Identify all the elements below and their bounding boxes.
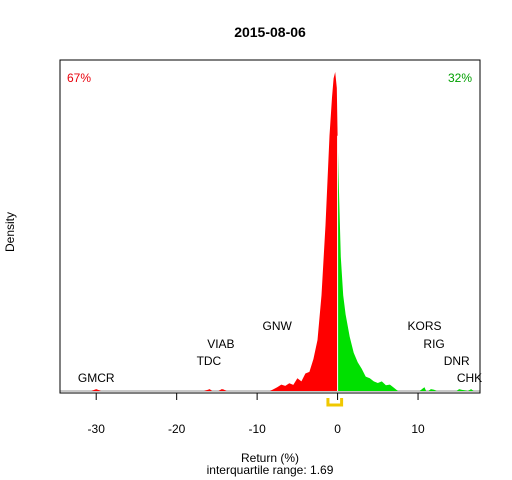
x-axis-label: Return (%) xyxy=(241,451,299,465)
positive-returns-area xyxy=(337,135,474,391)
iqr-bracket xyxy=(326,398,344,407)
iqr-subtitle: interquartile range: 1.69 xyxy=(207,463,334,477)
x-tick-label: 0 xyxy=(334,422,341,436)
annotation-label: TDC xyxy=(197,354,222,368)
x-tick-label: -20 xyxy=(168,422,186,436)
x-tick-label: -10 xyxy=(248,422,266,436)
negative-share-label: 67% xyxy=(67,71,91,85)
x-tick-label: -30 xyxy=(88,422,106,436)
x-tick-label: 10 xyxy=(411,422,425,436)
density-area-group xyxy=(60,72,480,407)
annotation-label: VIAB xyxy=(207,337,234,351)
chart-title: 2015-08-06 xyxy=(234,24,306,40)
y-axis-label: Density xyxy=(3,212,17,252)
annotation-label: CHK xyxy=(457,371,482,385)
positive-share-label: 32% xyxy=(448,71,472,85)
x-axis: -30 -20 -10 0 10 xyxy=(88,392,425,436)
annotation-label: KORS xyxy=(407,319,441,333)
plot-frame xyxy=(59,59,481,394)
annotation-label: RIG xyxy=(423,337,444,351)
annotation-label: GMCR xyxy=(78,371,115,385)
annotation-label: DNR xyxy=(444,354,470,368)
annotation-label: GNW xyxy=(263,319,293,333)
